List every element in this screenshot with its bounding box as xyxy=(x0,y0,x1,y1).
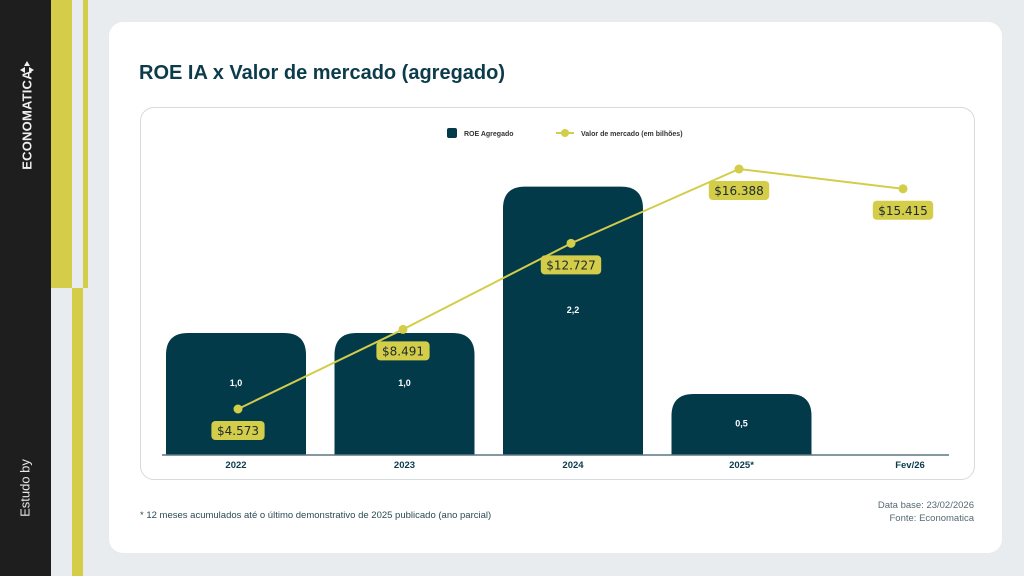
x-tick-label: 2022 xyxy=(225,460,246,471)
line-label: $8.491 xyxy=(382,344,424,358)
line-label-bg xyxy=(872,200,934,220)
legend-label-bar: ROE Agregado xyxy=(464,131,514,138)
x-tick-label: 2024 xyxy=(562,460,584,471)
legend-swatch-marker xyxy=(561,129,569,137)
legend: ROE Agregado Valor de mercado (em bilhõe… xyxy=(447,128,683,138)
bar xyxy=(166,333,306,455)
line-label: $12.727 xyxy=(546,258,596,272)
line-point xyxy=(734,164,744,174)
chart-title: ROE IA x Valor de mercado (agregado) xyxy=(139,62,506,84)
line-point xyxy=(233,404,243,414)
database-date: Data base: 23/02/2026 xyxy=(877,500,974,511)
bar xyxy=(334,333,475,455)
line-point xyxy=(398,324,408,334)
line-label: $4.573 xyxy=(217,424,259,438)
line-label-bg xyxy=(211,421,265,440)
bar-label: 0,5 xyxy=(735,419,748,429)
accent-stripe xyxy=(51,0,72,288)
accent-stripe xyxy=(83,0,88,288)
bar-label: 2,2 xyxy=(567,305,580,315)
line-label-bg xyxy=(708,181,770,200)
logo-arrows-icon xyxy=(20,61,34,73)
accent-stripe xyxy=(72,288,83,576)
bar xyxy=(503,186,643,455)
sidebar xyxy=(0,0,51,576)
line-label-bg xyxy=(376,341,430,361)
x-tick-label: 2023 xyxy=(394,460,415,471)
footnote: * 12 meses acumulados até o último demon… xyxy=(140,510,492,521)
x-tick-label: Fev/26 xyxy=(895,460,925,471)
source: Fonte: Economatica xyxy=(889,513,975,524)
bar-label: 1,0 xyxy=(398,378,411,388)
source-info: Data base: 23/02/2026 Fonte: Economatica xyxy=(878,499,974,525)
bar-label: 1,0 xyxy=(230,378,243,388)
x-tick-label: 2025* xyxy=(729,460,754,471)
line-point xyxy=(898,184,908,194)
legend-swatch-bar xyxy=(447,128,457,138)
bar xyxy=(671,394,812,455)
line-label-bg xyxy=(540,255,602,275)
line-label: $15.415 xyxy=(878,204,928,218)
line-label: $16.388 xyxy=(714,184,764,198)
legend-label-line: Valor de mercado (em bilhões) xyxy=(581,131,683,138)
line-point xyxy=(566,238,576,248)
chart-frame xyxy=(140,107,975,480)
